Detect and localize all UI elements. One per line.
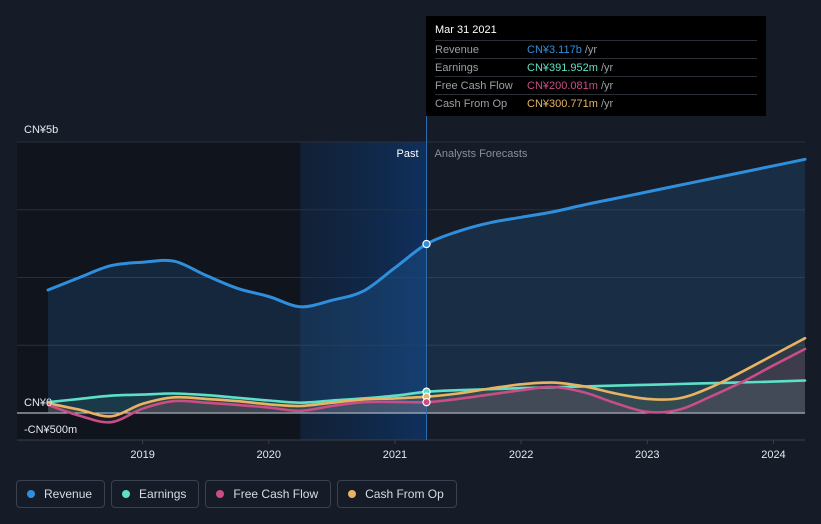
y-tick-label: CN¥5b bbox=[24, 124, 58, 136]
x-tick-label: 2023 bbox=[635, 449, 659, 461]
legend-item-free-cash-flow[interactable]: Free Cash Flow bbox=[205, 480, 332, 508]
tooltip-date: Mar 31 2021 bbox=[435, 24, 497, 36]
y-axis: CN¥5b CN¥0 -CN¥500m bbox=[24, 124, 77, 436]
early-history-shade bbox=[17, 142, 301, 440]
tooltip-row-cash-from-op: Cash From Op CN¥300.771m /yr bbox=[435, 94, 757, 112]
x-tick-label: 2022 bbox=[509, 449, 533, 461]
tooltip-value: CN¥200.081m bbox=[527, 79, 598, 92]
tooltip-unit: /yr bbox=[600, 97, 614, 110]
tooltip-value: CN¥391.952m bbox=[527, 61, 598, 74]
earnings-dot-icon bbox=[122, 490, 131, 498]
legend: Revenue Earnings Free Cash Flow Cash Fro… bbox=[16, 480, 457, 508]
legend-label: Cash From Op bbox=[365, 487, 444, 501]
tooltip-unit: /yr bbox=[600, 61, 614, 74]
free-cash-flow-dot-icon bbox=[216, 490, 225, 498]
tooltip: Mar 31 2021 Revenue CN¥3.117b /yr Earnin… bbox=[426, 16, 766, 116]
revenue-highlight-point bbox=[422, 239, 431, 249]
tooltip-unit: /yr bbox=[584, 43, 598, 56]
tooltip-value: CN¥300.771m bbox=[527, 97, 598, 110]
legend-label: Free Cash Flow bbox=[233, 487, 319, 501]
tooltip-label: Cash From Op bbox=[435, 97, 508, 110]
tooltip-row-earnings: Earnings CN¥391.952m /yr bbox=[435, 58, 757, 76]
legend-item-earnings[interactable]: Earnings bbox=[111, 480, 200, 508]
x-tick-label: 2024 bbox=[761, 449, 785, 461]
cash-from-op-area bbox=[48, 338, 805, 417]
tooltip-label: Earnings bbox=[435, 61, 479, 74]
tooltip-unit: /yr bbox=[600, 79, 614, 92]
tooltip-value: CN¥3.117b bbox=[527, 43, 582, 56]
highlight-markers bbox=[422, 239, 431, 407]
past-label: Past bbox=[396, 148, 418, 160]
tooltip-label: Revenue bbox=[435, 43, 480, 56]
tooltip-label: Free Cash Flow bbox=[435, 79, 513, 92]
revenue-dot-icon bbox=[27, 490, 35, 498]
legend-label: Revenue bbox=[44, 487, 93, 501]
x-tick-label: 2021 bbox=[383, 449, 407, 461]
free-cash-flow-highlight-point bbox=[422, 397, 431, 407]
gridlines bbox=[17, 141, 805, 441]
x-tick-label: 2020 bbox=[257, 449, 281, 461]
tooltip-row-free-cash-flow: Free Cash Flow CN¥200.081m /yr bbox=[435, 76, 757, 94]
forecast-label: Analysts Forecasts bbox=[435, 148, 528, 160]
x-tick-label: 2019 bbox=[130, 449, 154, 461]
legend-item-cash-from-op[interactable]: Cash From Op bbox=[337, 480, 457, 508]
legend-label: Earnings bbox=[139, 487, 187, 501]
y-tick-label: CN¥0 bbox=[24, 397, 52, 409]
tooltip-row-revenue: Revenue CN¥3.117b /yr bbox=[435, 40, 757, 58]
legend-item-revenue[interactable]: Revenue bbox=[16, 480, 106, 508]
y-tick-label: -CN¥500m bbox=[24, 424, 77, 436]
x-axis: 2019 2020 2021 2022 2023 2024 bbox=[130, 440, 786, 461]
cash-from-op-dot-icon bbox=[348, 490, 357, 498]
